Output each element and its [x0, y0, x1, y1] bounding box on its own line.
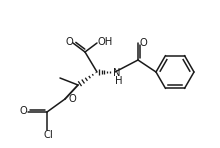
- Text: O: O: [65, 37, 73, 47]
- Text: H: H: [115, 76, 123, 86]
- Text: Cl: Cl: [43, 130, 53, 140]
- Text: N: N: [113, 68, 121, 78]
- Text: O: O: [68, 94, 76, 104]
- Text: O: O: [19, 106, 27, 116]
- Text: O: O: [139, 38, 147, 48]
- Text: OH: OH: [97, 37, 113, 47]
